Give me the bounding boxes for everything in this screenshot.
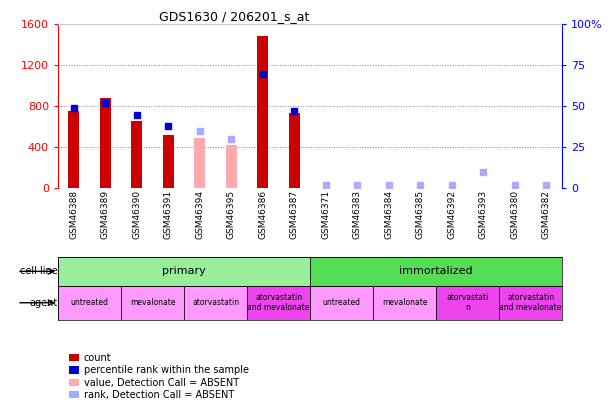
Text: mevalonate: mevalonate xyxy=(130,298,175,307)
Text: atorvastati
n: atorvastati n xyxy=(447,293,489,312)
Text: cell line: cell line xyxy=(20,266,58,276)
Title: GDS1630 / 206201_s_at: GDS1630 / 206201_s_at xyxy=(159,10,310,23)
Bar xyxy=(373,286,436,320)
Text: untreated: untreated xyxy=(70,298,109,307)
Bar xyxy=(163,135,174,188)
Bar xyxy=(58,257,310,286)
Bar xyxy=(289,113,300,188)
Legend: count, percentile rank within the sample, value, Detection Call = ABSENT, rank, : count, percentile rank within the sample… xyxy=(69,353,249,400)
Bar xyxy=(499,286,562,320)
Text: atorvastatin: atorvastatin xyxy=(192,298,239,307)
Bar xyxy=(58,286,121,320)
Text: mevalonate: mevalonate xyxy=(382,298,427,307)
Text: atorvastatin
and mevalonate: atorvastatin and mevalonate xyxy=(247,293,310,312)
Bar xyxy=(194,138,205,188)
Text: atorvastatin
and mevalonate: atorvastatin and mevalonate xyxy=(499,293,562,312)
Text: immortalized: immortalized xyxy=(400,266,473,276)
Bar xyxy=(310,286,373,320)
Bar xyxy=(100,98,111,188)
Bar xyxy=(310,257,562,286)
Text: primary: primary xyxy=(162,266,206,276)
Bar xyxy=(184,286,247,320)
Bar xyxy=(131,121,142,188)
Bar xyxy=(247,286,310,320)
Bar xyxy=(226,145,237,188)
Text: agent: agent xyxy=(30,298,58,308)
Bar xyxy=(436,286,499,320)
Bar xyxy=(68,111,79,188)
Bar xyxy=(121,286,184,320)
Bar xyxy=(257,36,268,188)
Text: untreated: untreated xyxy=(323,298,360,307)
